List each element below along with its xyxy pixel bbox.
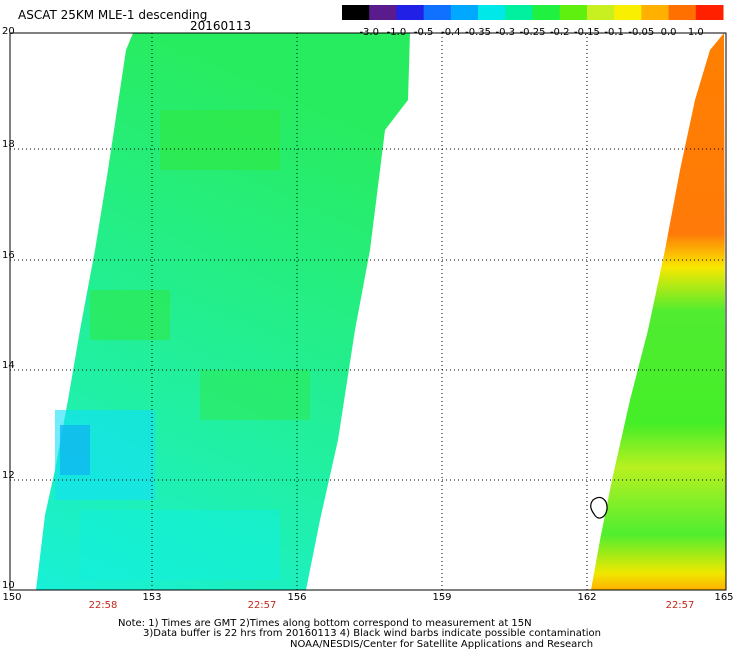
colorbar-label: -0.5 [413, 27, 434, 38]
colorbar-swatch [668, 5, 697, 20]
lat-label: 20 [2, 26, 15, 37]
colorbar-swatch [505, 5, 533, 20]
colorbar-label: -0.2 [549, 27, 570, 38]
lon-label: 156 [287, 592, 307, 603]
lat-label: 14 [2, 360, 15, 371]
lon-label: 159 [432, 592, 452, 603]
colorbar-label: 1.0 [687, 27, 704, 38]
colorbar-swatch [641, 5, 670, 20]
colorbar-label: -0.15 [573, 27, 600, 38]
colorbar-swatch [396, 5, 425, 20]
graticule [10, 33, 726, 590]
colorbar-swatch [532, 5, 561, 20]
lat-label: 10 [2, 580, 15, 591]
colorbar [342, 5, 724, 20]
figure-title: ASCAT 25KM MLE-1 descending [18, 8, 208, 22]
swath-patch [80, 510, 280, 580]
colorbar-label: -0.35 [465, 27, 491, 38]
colorbar-label: -3.0 [359, 27, 379, 38]
figure-date: 20160113 [190, 19, 252, 33]
right-swath [591, 33, 726, 590]
colorbar-label: -0.1 [604, 27, 624, 38]
colorbar-label: 0.0 [660, 27, 677, 38]
lon-label: 165 [714, 592, 734, 603]
colorbar-swatch [423, 5, 452, 20]
colorbar-label: -0.4 [441, 27, 461, 38]
colorbar-swatch [450, 5, 479, 20]
colorbar-swatch [342, 5, 370, 20]
colorbar-swatch [586, 5, 615, 20]
colorbar-swatch [695, 5, 724, 20]
colorbar-label: -0.25 [519, 27, 546, 38]
swath-time-label: 22:57 [247, 600, 277, 611]
colorbar-swatch [614, 5, 642, 20]
colorbar-label: -0.05 [628, 27, 655, 38]
island-outline [590, 496, 608, 519]
swath-patch [60, 425, 90, 475]
note-line-3: NOAA/NESDIS/Center for Satellite Applica… [290, 639, 594, 650]
lat-label: 12 [2, 470, 15, 481]
swath-patch [200, 370, 310, 420]
colorbar-swatch [559, 5, 588, 20]
map-frame [9, 32, 727, 591]
swath-time-label: 22:58 [88, 600, 118, 611]
lat-label: 16 [2, 250, 15, 261]
note-line-2: 3)Data buffer is 22 hrs from 20160113 4)… [143, 628, 601, 639]
lon-label: 150 [2, 592, 22, 603]
colorbar-label: -0.3 [495, 27, 516, 38]
swath-patch [90, 290, 170, 340]
lon-label: 153 [142, 592, 162, 603]
lon-label: 162 [577, 592, 597, 603]
lat-label: 18 [2, 139, 15, 150]
colorbar-label: -1.0 [386, 27, 407, 38]
swath-time-label: 22:57 [665, 600, 695, 611]
colorbar-swatch [478, 5, 506, 20]
swath-patch [160, 110, 280, 170]
note-line-1: Note: 1) Times are GMT 2)Times along bot… [118, 618, 532, 629]
colorbar-swatch [369, 5, 397, 20]
